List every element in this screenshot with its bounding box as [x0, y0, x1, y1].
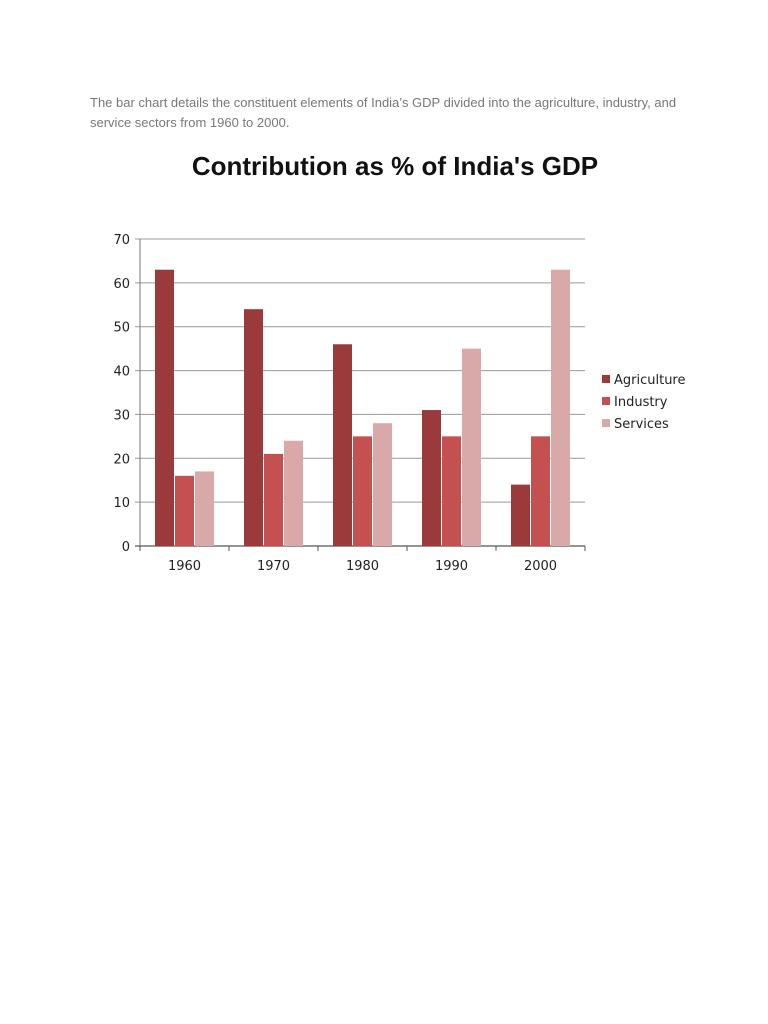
y-tick-label: 0 — [122, 540, 130, 555]
legend-label: Agriculture — [614, 373, 686, 388]
bar-services-1960 — [195, 471, 214, 546]
bar-agriculture-1970 — [244, 309, 263, 546]
y-tick-label: 10 — [113, 496, 130, 511]
intro-paragraph: The bar chart details the constituent el… — [90, 95, 677, 130]
y-tick-label: 30 — [113, 408, 130, 423]
x-tick-label: 1980 — [346, 559, 379, 574]
x-tick-label: 1970 — [257, 559, 290, 574]
bar-industry-1970 — [264, 453, 283, 546]
legend-swatch — [602, 375, 610, 383]
bar-industry-1980 — [353, 436, 372, 546]
y-tick-label: 50 — [113, 321, 130, 336]
bar-industry-2000 — [531, 436, 550, 546]
x-tick-label: 2000 — [524, 559, 557, 574]
y-tick-label: 70 — [113, 233, 130, 248]
legend-swatch — [602, 397, 610, 405]
y-tick-label: 20 — [113, 452, 130, 467]
bar-agriculture-1980 — [333, 344, 352, 546]
y-tick-label: 40 — [113, 365, 130, 380]
bar-agriculture-2000 — [511, 484, 530, 546]
x-tick-label: 1990 — [435, 559, 468, 574]
y-tick-label: 60 — [113, 277, 130, 292]
bar-agriculture-1990 — [422, 410, 441, 546]
x-tick-label: 1960 — [168, 559, 201, 574]
legend-swatch — [602, 419, 610, 427]
bar-services-2000 — [551, 269, 570, 546]
bar-services-1980 — [373, 423, 392, 546]
bar-industry-1960 — [175, 475, 194, 546]
bar-agriculture-1960 — [155, 269, 174, 546]
bar-services-1990 — [462, 348, 481, 546]
legend-label: Services — [614, 417, 669, 432]
legend-label: Industry — [614, 395, 668, 410]
chart-title: Contribution as % of India's GDP — [191, 151, 599, 181]
bar-industry-1990 — [442, 436, 461, 546]
bar-services-1970 — [284, 440, 303, 546]
